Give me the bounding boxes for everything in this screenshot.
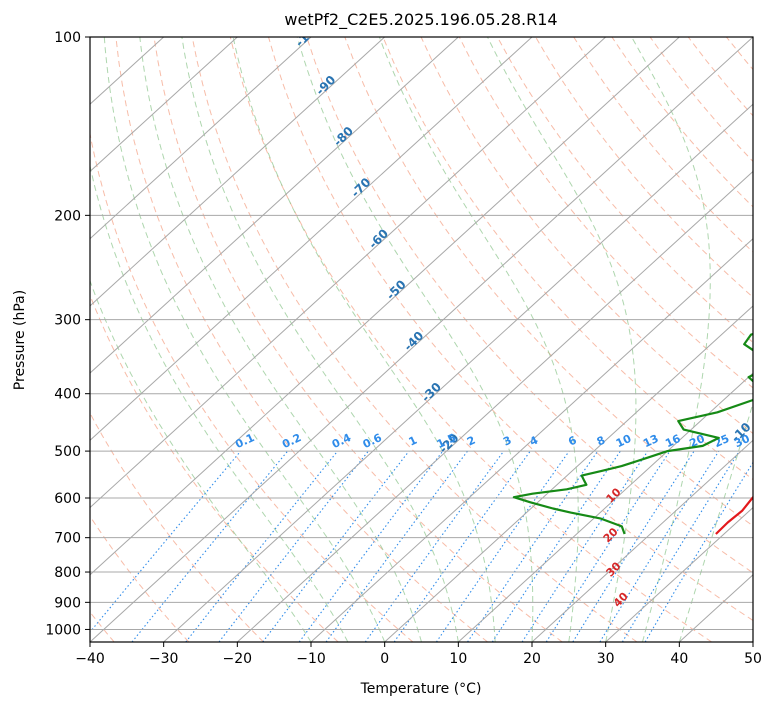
y-tick-label: 500	[54, 444, 81, 460]
x-tick-label: 0	[380, 651, 389, 667]
y-tick-label: 1000	[45, 622, 81, 638]
x-tick-label: 50	[744, 651, 762, 667]
x-tick-label: 30	[597, 651, 615, 667]
y-tick-label: 300	[54, 313, 81, 329]
x-tick-label: 20	[523, 651, 541, 667]
y-tick-label: 100	[54, 30, 81, 46]
x-tick-label: −30	[149, 651, 179, 667]
x-axis-label: Temperature (°C)	[360, 681, 482, 697]
y-axis-label: Pressure (hPa)	[12, 290, 28, 390]
x-tick-label: −40	[75, 651, 105, 667]
y-tick-label: 900	[54, 595, 81, 611]
y-tick-label: 400	[54, 387, 81, 403]
x-tick-label: −20	[223, 651, 253, 667]
y-tick-label: 200	[54, 208, 81, 224]
x-tick-label: −10	[296, 651, 326, 667]
y-tick-label: 600	[54, 491, 81, 507]
x-tick-label: 10	[449, 651, 467, 667]
y-tick-label: 800	[54, 565, 81, 581]
chart-title: wetPf2_C2E5.2025.196.05.28.R14	[284, 10, 557, 30]
y-tick-label: 700	[54, 531, 81, 547]
x-tick-label: 40	[670, 651, 688, 667]
